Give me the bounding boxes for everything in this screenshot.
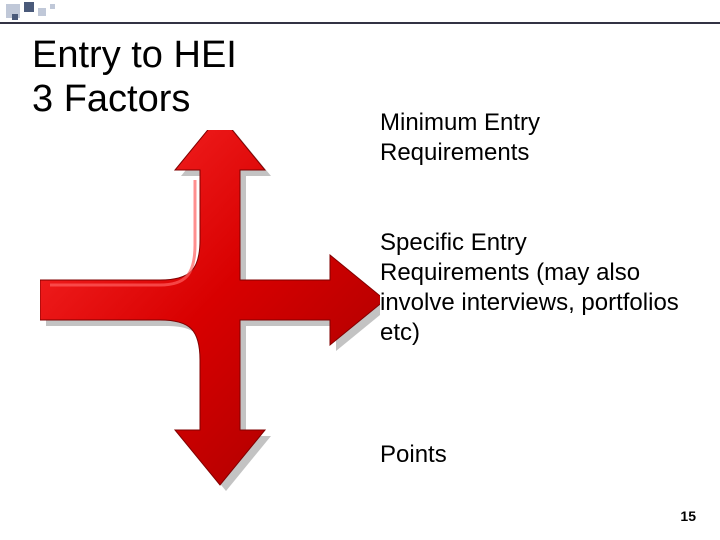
branching-arrows-icon — [40, 130, 380, 510]
factor-3-text: Points — [380, 440, 680, 470]
slide-title: Entry to HEI 3 Factors — [32, 34, 237, 121]
corner-decoration — [0, 0, 100, 24]
title-line-2: 3 Factors — [32, 78, 190, 120]
title-line-1: Entry to HEI — [32, 34, 237, 76]
factor-1-text: Minimum Entry Requirements — [380, 108, 680, 168]
factor-2-text: Specific Entry Requirements (may also in… — [380, 228, 680, 348]
header-underline — [0, 22, 720, 24]
page-number: 15 — [680, 508, 696, 524]
